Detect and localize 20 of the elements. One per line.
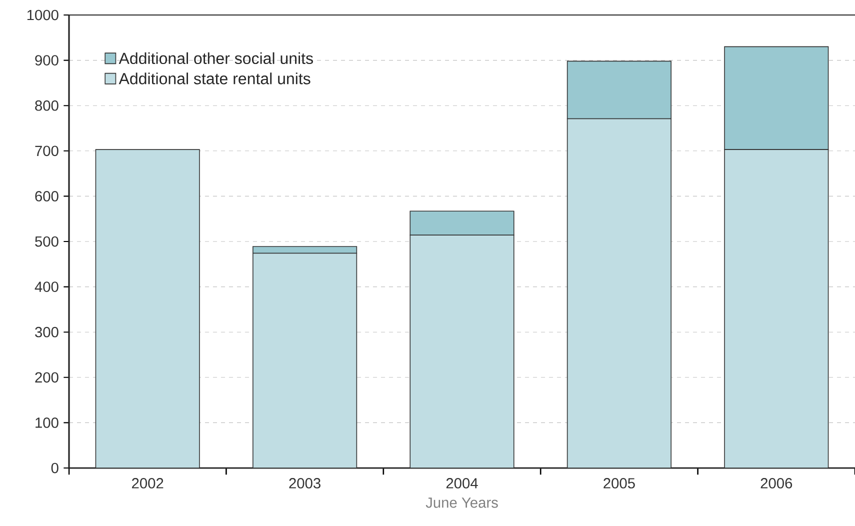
y-tick-label: 1000 bbox=[27, 10, 58, 20]
y-tick-label: 0 bbox=[51, 462, 58, 474]
y-tick-label: 500 bbox=[35, 236, 58, 247]
y-tick-label: 200 bbox=[35, 372, 58, 383]
y-tick-label: 900 bbox=[35, 55, 58, 66]
y-tick-label: 700 bbox=[35, 146, 58, 156]
x-tick-label: 2004 bbox=[446, 478, 478, 488]
y-tick-label: 600 bbox=[35, 191, 58, 202]
bar bbox=[95, 149, 200, 468]
x-tick-label: 2002 bbox=[132, 478, 164, 488]
y-tick-label: 400 bbox=[34, 282, 58, 292]
legend-label: Additional other social units bbox=[118, 52, 313, 64]
legend-label: Additional state rental units bbox=[118, 72, 310, 84]
y-tick-label: 300 bbox=[35, 326, 58, 338]
x-axis-title: June Years bbox=[426, 498, 498, 508]
x-tick-label: 2003 bbox=[289, 478, 320, 488]
x-tick-label: 2005 bbox=[604, 478, 635, 488]
y-tick-label: 100 bbox=[36, 418, 58, 428]
x-tick-label: 2006 bbox=[760, 478, 792, 488]
y-tick-label: 800 bbox=[35, 100, 58, 111]
